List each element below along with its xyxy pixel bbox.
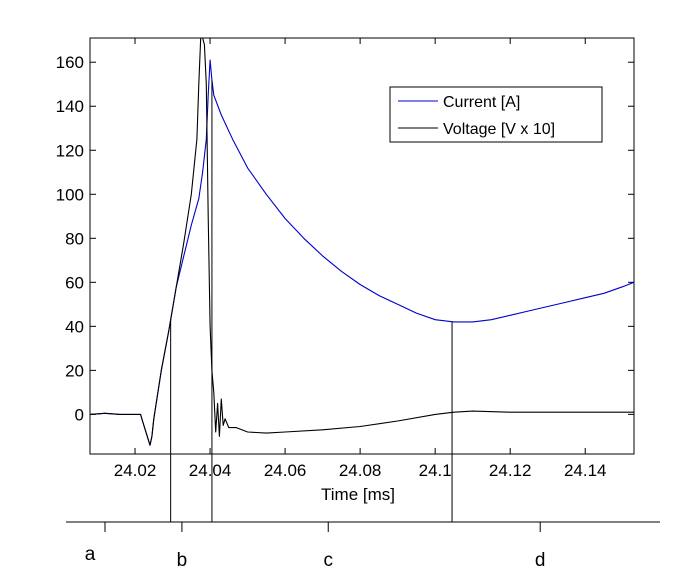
phase-boundary-lines [170, 79, 453, 522]
y-tick-label: 60 [65, 273, 84, 292]
phase-label-c: c [323, 550, 333, 571]
y-tick-label: 80 [65, 229, 84, 248]
x-tick-label: 24.06 [264, 461, 307, 480]
series-line-voltage [90, 38, 634, 446]
phase-timeline-ticks [104, 522, 541, 532]
legend-box [389, 86, 603, 143]
x-tick-label: 24.08 [339, 461, 382, 480]
y-axis-ticks: 0 20 40 60 80 100 120 140 160 [56, 53, 634, 424]
y-tick-label: 120 [56, 141, 84, 160]
series-layer [90, 38, 634, 446]
phase-label-a: a [85, 544, 96, 565]
x-tick-label: 24.02 [114, 461, 157, 480]
x-tick-label: 24.14 [564, 461, 607, 480]
y-tick-label: 140 [56, 97, 84, 116]
y-tick-label: 0 [75, 405, 84, 424]
phase-label-d: d [535, 550, 546, 571]
phase-label-b: b [177, 550, 188, 571]
y-tick-label: 100 [56, 185, 84, 204]
x-tick-label: 24.12 [489, 461, 532, 480]
y-tick-label: 20 [65, 361, 84, 380]
phase-timeline: a b c d [66, 521, 660, 571]
legend-label-current: Current [A] [443, 94, 520, 111]
x-axis-ticks: 24.02 24.04 24.06 24.08 24.1 24.12 24.14 [114, 38, 607, 480]
legend-label-voltage: Voltage [V x 10] [443, 121, 555, 138]
x-tick-label: 24.1 [419, 461, 452, 480]
y-tick-label: 160 [56, 53, 84, 72]
y-tick-label: 40 [65, 317, 84, 336]
x-axis-title: Time [ms] [321, 485, 395, 504]
x-tick-label: 24.04 [189, 461, 232, 480]
legend: Current [A] Voltage [V x 10] [389, 86, 603, 143]
